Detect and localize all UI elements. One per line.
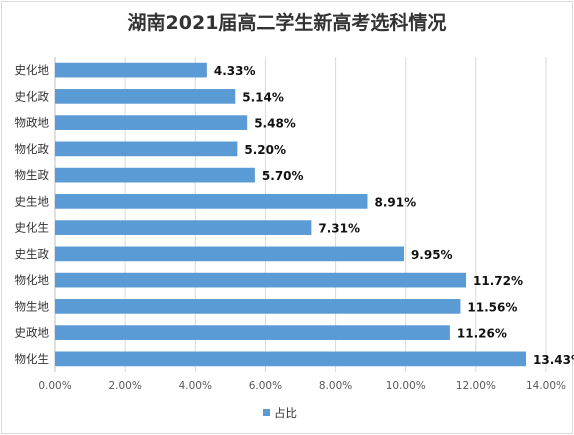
bar — [55, 62, 207, 78]
bar — [55, 89, 236, 104]
bar — [55, 299, 461, 314]
data-label: 7.31% — [318, 222, 360, 236]
category-label: 物化生 — [15, 352, 50, 366]
category-label: 史生地 — [15, 194, 50, 208]
category-label: 物政地 — [15, 116, 50, 130]
category-label: 史化地 — [15, 63, 50, 77]
bar — [55, 115, 248, 130]
category-label: 史生政 — [15, 247, 50, 261]
data-label: 5.20% — [244, 143, 286, 157]
category-label: 史政地 — [15, 326, 50, 340]
bar — [55, 246, 404, 262]
bar — [55, 141, 238, 157]
category-label: 物生地 — [15, 299, 50, 313]
bar — [55, 351, 527, 367]
bar — [55, 167, 255, 183]
legend-swatch — [263, 409, 270, 416]
category-label: 物化地 — [15, 273, 50, 287]
bar — [55, 325, 450, 340]
data-label: 11.26% — [457, 327, 507, 341]
category-label: 物生政 — [15, 168, 50, 182]
data-label: 11.56% — [467, 300, 517, 314]
bar — [55, 194, 368, 209]
category-label: 物化政 — [15, 142, 50, 156]
data-label: 4.33% — [214, 64, 256, 78]
legend-label: 占比 — [274, 406, 297, 420]
chart-title: 湖南2021届高二学生新高考选科情况 — [127, 12, 447, 34]
x-tick-label: 4.00% — [179, 380, 212, 392]
data-label: 8.91% — [374, 195, 416, 209]
data-label: 9.95% — [411, 248, 453, 262]
category-label: 史化生 — [15, 221, 50, 235]
x-tick-label: 8.00% — [319, 380, 352, 392]
bar — [55, 220, 312, 235]
bar — [55, 272, 467, 288]
category-label: 史化政 — [15, 89, 50, 103]
data-label: 11.72% — [473, 274, 523, 288]
x-tick-label: 10.00% — [386, 380, 426, 392]
data-label: 5.70% — [262, 169, 304, 183]
data-label: 5.48% — [254, 117, 296, 131]
x-tick-label: 2.00% — [108, 380, 141, 392]
x-tick-label: 0.00% — [38, 380, 71, 392]
x-tick-label: 6.00% — [249, 380, 282, 392]
data-label: 13.43% — [533, 353, 574, 367]
data-label: 5.14% — [242, 90, 284, 104]
x-tick-label: 14.00% — [526, 380, 566, 392]
x-tick-label: 12.00% — [456, 380, 496, 392]
